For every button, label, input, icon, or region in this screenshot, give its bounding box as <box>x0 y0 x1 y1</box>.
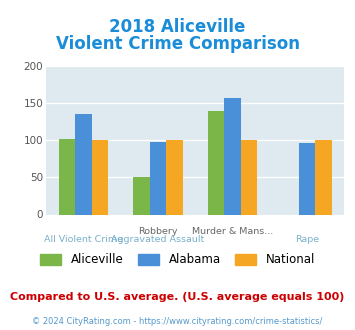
Bar <box>59 139 75 214</box>
Bar <box>241 140 257 214</box>
Text: All Violent Crime: All Violent Crime <box>44 235 123 244</box>
Text: 2018 Aliceville: 2018 Aliceville <box>109 18 246 36</box>
Text: Robbery: Robbery <box>138 227 178 236</box>
Text: © 2024 CityRating.com - https://www.cityrating.com/crime-statistics/: © 2024 CityRating.com - https://www.city… <box>32 317 323 326</box>
Legend: Aliceville, Alabama, National: Aliceville, Alabama, National <box>40 253 315 266</box>
Bar <box>208 111 224 214</box>
Bar <box>315 140 332 214</box>
Bar <box>92 140 108 214</box>
Bar <box>75 114 92 214</box>
Bar <box>166 140 182 214</box>
Text: Murder & Mans...: Murder & Mans... <box>192 227 273 236</box>
Bar <box>133 177 150 214</box>
Text: Aggravated Assault: Aggravated Assault <box>111 235 204 244</box>
Text: Compared to U.S. average. (U.S. average equals 100): Compared to U.S. average. (U.S. average … <box>10 292 345 302</box>
Text: Violent Crime Comparison: Violent Crime Comparison <box>55 35 300 53</box>
Bar <box>150 143 166 214</box>
Bar <box>224 98 241 214</box>
Bar <box>299 143 315 214</box>
Text: Rape: Rape <box>295 235 319 244</box>
